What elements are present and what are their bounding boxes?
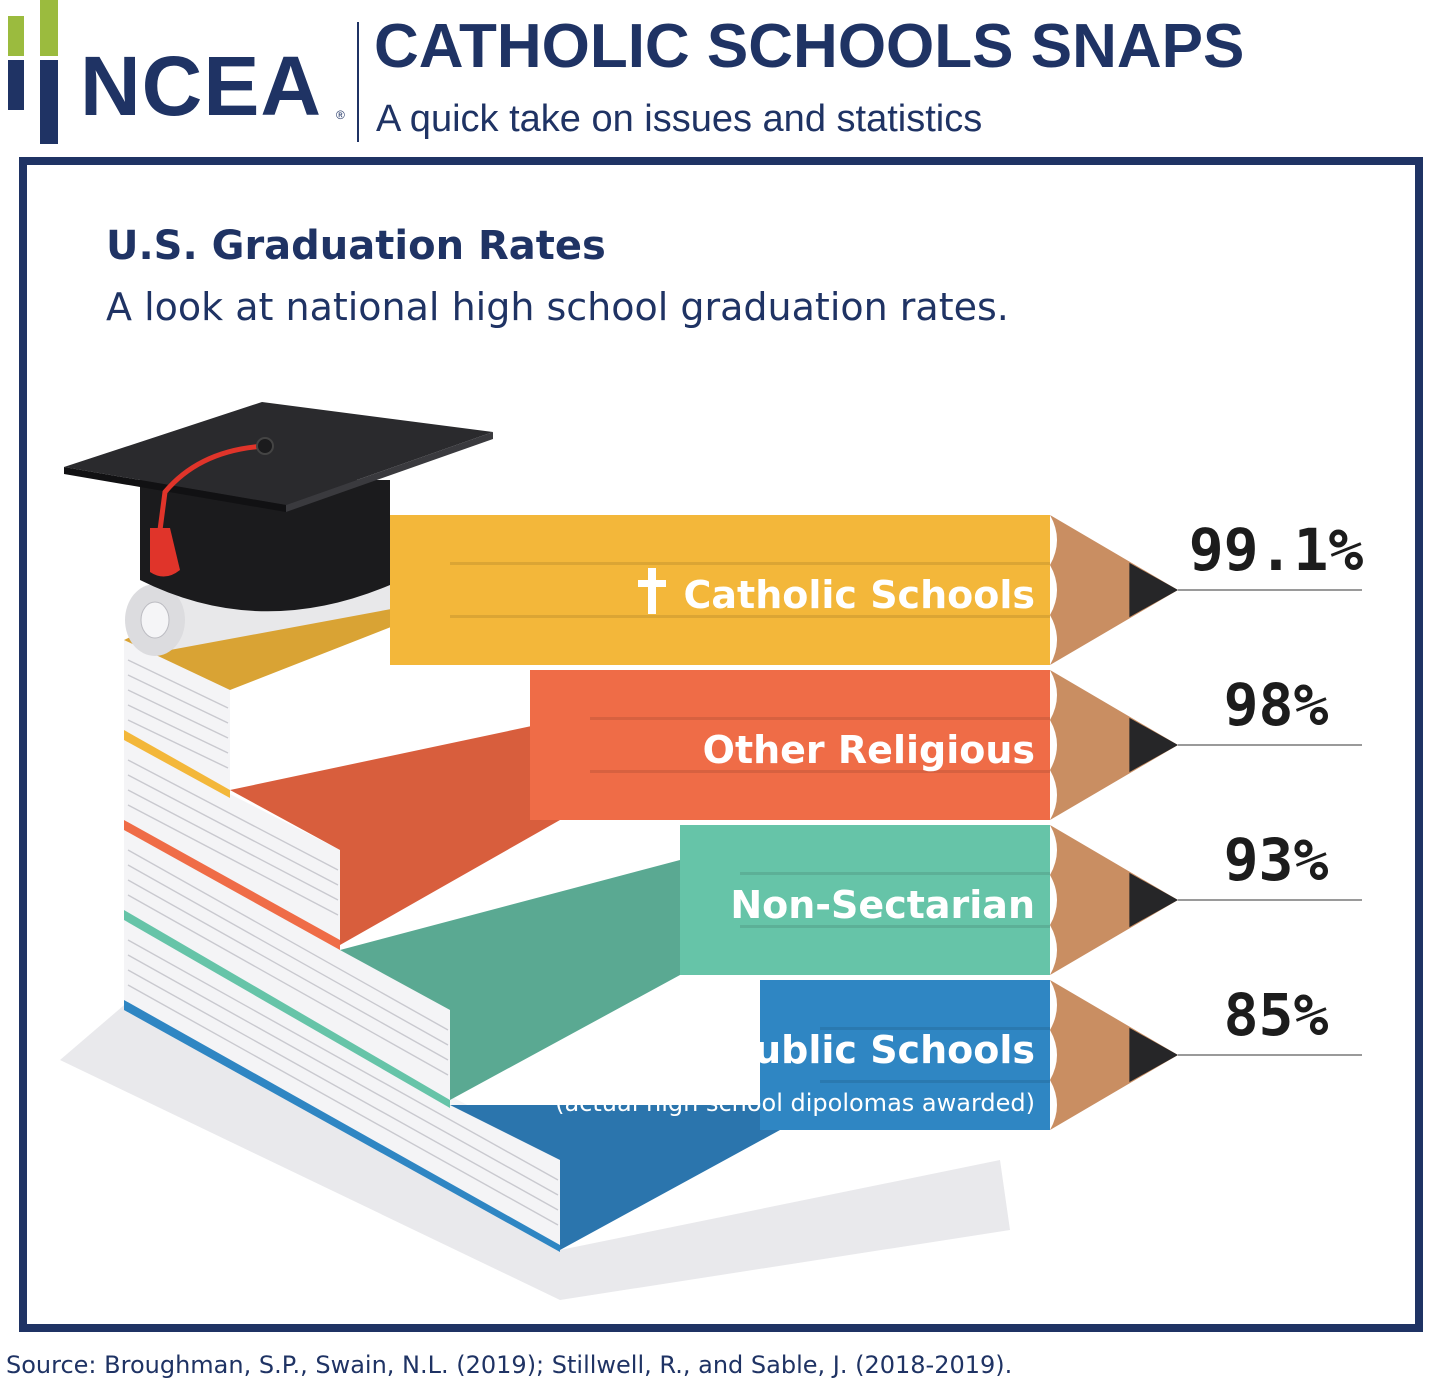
bar-body	[760, 980, 1050, 1130]
pencil-graphite	[1129, 1027, 1178, 1083]
pencil-wood	[1050, 670, 1178, 820]
category-label: Catholic Schools	[684, 573, 1035, 617]
chart-subtitle: A look at national high school graduatio…	[106, 285, 1009, 329]
bar-ridge	[820, 1080, 1050, 1083]
pencil-wood	[1050, 825, 1178, 975]
registered-mark: ®	[336, 108, 345, 122]
cross-icon	[638, 568, 666, 614]
pencil-graphite	[1129, 717, 1178, 773]
logo-text: NCEA	[80, 39, 323, 133]
pencil-bar: 93% Non-Sectarian	[680, 825, 1362, 975]
pencil-wood	[1050, 980, 1178, 1130]
pencil-graphite	[1129, 562, 1178, 618]
pencil-graphite	[1129, 872, 1178, 928]
pencil-bar: 85% Public Schools (actual high school dip…	[555, 980, 1362, 1130]
graduation-cap-icon	[64, 402, 493, 612]
value-label: 93%	[1224, 826, 1329, 894]
header-divider	[357, 22, 359, 142]
category-label: Public Schools	[726, 1028, 1035, 1072]
books-shadow	[60, 1000, 1010, 1300]
bar-ridge	[590, 717, 1050, 720]
category-label: Non-Sectarian	[730, 883, 1035, 927]
pencil-bar: 98% Other Religious	[530, 670, 1362, 820]
source-citation: Source: Broughman, S.P., Swain, N.L. (20…	[6, 1351, 1013, 1379]
pencil-wood	[1050, 515, 1178, 665]
category-label: Other Religious	[703, 728, 1035, 772]
bar-body	[530, 670, 1050, 820]
book-stack	[124, 515, 1050, 1252]
bar-body	[680, 825, 1050, 975]
header-title: CATHOLIC SCHOOLS SNAPS	[374, 12, 1245, 81]
bar-body	[390, 515, 1050, 665]
chart-title: U.S. Graduation Rates	[106, 223, 606, 269]
bar-ridge	[740, 925, 1050, 928]
ncea-logo: NCEA ®	[0, 0, 355, 150]
bar-ridge	[740, 872, 1050, 875]
content-frame	[19, 157, 1423, 1332]
value-label: 99.1%	[1189, 516, 1364, 584]
category-note: (actual high school dipolomas awarded)	[555, 1089, 1035, 1117]
pencil-bar: 99.1% Catholic Schools	[390, 515, 1363, 665]
bar-ridge	[450, 562, 1050, 565]
header-subtitle: A quick take on issues and statistics	[376, 98, 983, 140]
value-label: 98%	[1224, 671, 1329, 739]
bar-ridge	[450, 615, 1050, 618]
value-label: 85%	[1224, 981, 1329, 1049]
ncea-cross-icon	[8, 0, 58, 144]
bar-ridge	[820, 1027, 1050, 1030]
bar-ridge	[590, 770, 1050, 773]
